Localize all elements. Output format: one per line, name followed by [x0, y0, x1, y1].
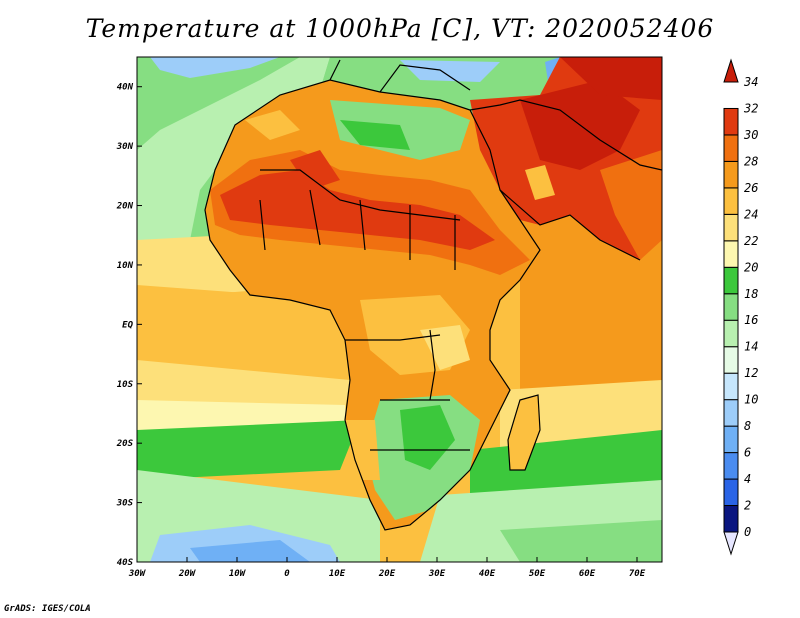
colorbar-label: 12 [744, 366, 758, 380]
coastlines [204, 59, 662, 531]
colorbar-label: 34 [743, 75, 758, 89]
colorbar-label: 20 [744, 260, 758, 274]
colorbar-label: 26 [744, 181, 758, 195]
x-tick-label: 20W [178, 569, 197, 579]
colorbar-swatch [723, 134, 739, 162]
colorbar-label: 32 [743, 101, 758, 115]
colorbar-swatch [723, 187, 739, 215]
y-tick-label: 20N [116, 202, 134, 212]
colorbar-swatch [723, 478, 739, 507]
colorbar-label: 8 [744, 419, 751, 433]
colorbar-label: 6 [744, 446, 751, 460]
colorbar-swatch [723, 346, 739, 374]
x-tick-label: 10W [229, 569, 247, 579]
colorbar-label: 24 [744, 207, 758, 221]
colorbar-label: 2 [744, 499, 751, 513]
x-tick-label: 30E [428, 569, 446, 579]
colorbar-label: 30 [743, 128, 758, 142]
y-tick-label: 40S [117, 558, 134, 568]
x-tick-label: 40E [479, 569, 496, 579]
colorbar-swatch [723, 58, 739, 83]
y-tick-label: 10S [117, 380, 134, 390]
x-tick-label: 10E [329, 569, 346, 579]
colorbar-swatch [723, 240, 739, 268]
y-tick-label: 30N [116, 142, 134, 152]
colorbar-swatch [723, 160, 739, 189]
y-tick-label: EQ [122, 320, 133, 330]
y-axis: 40N 30N 20N 10N EQ 10S 20S 30S 40S [116, 83, 142, 568]
colorbar-label: 0 [744, 525, 751, 539]
colorbar-label: 18 [744, 287, 758, 301]
colorbar-label: 14 [744, 340, 758, 354]
map-frame [136, 56, 663, 563]
colorbar-swatch [723, 531, 739, 556]
colorbar-label: 22 [744, 234, 758, 248]
colorbar-swatch [723, 266, 739, 295]
colorbar-swatch [723, 107, 739, 136]
colorbar-label: 4 [744, 472, 751, 486]
x-tick-label: 30W [128, 569, 147, 579]
x-tick-label: 50E [529, 569, 546, 579]
colorbar-swatch [723, 505, 739, 533]
colorbar-swatch [723, 293, 739, 321]
colorbar-label: 16 [744, 313, 758, 327]
x-axis: 30W 20W 10W 0 10E 20E 30E 40E 50E 60E 70E [128, 557, 646, 579]
y-tick-label: 40N [117, 83, 134, 93]
map-title: Temperature at 1000hPa [C], VT: 20200524… [85, 14, 715, 43]
colorbar-swatch [723, 425, 739, 454]
grads-credit: GrADS: IGES/COLA [4, 604, 91, 614]
x-tick-label: 70E [629, 569, 646, 579]
map-field [137, 57, 662, 562]
colorbar-swatch [723, 452, 739, 480]
colorbar-swatch [723, 213, 739, 242]
y-tick-label: 20S [116, 439, 134, 449]
colorbar-swatch [723, 399, 739, 427]
colorbar-label: 28 [744, 154, 758, 168]
x-tick-label: 20E [378, 569, 396, 579]
colorbar-label: 10 [744, 393, 758, 407]
y-tick-label: 30S [116, 499, 134, 509]
x-tick-label: 0 [284, 569, 290, 579]
colorbar-swatch [723, 319, 739, 348]
colorbar-swatch [723, 372, 739, 401]
y-tick-label: 10N [117, 261, 134, 271]
x-tick-label: 60E [579, 569, 596, 579]
